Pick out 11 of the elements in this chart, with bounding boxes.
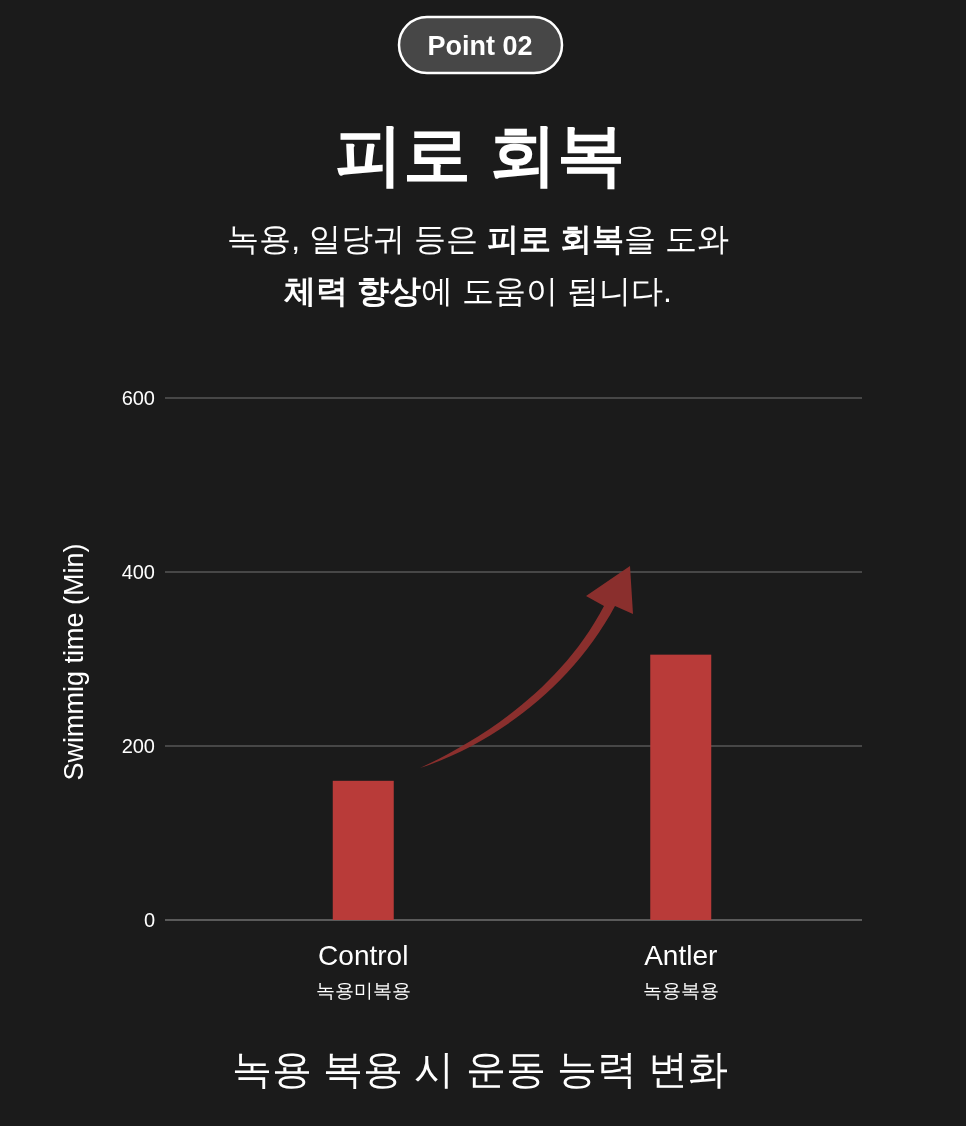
y-tick-label: 600 [121, 387, 155, 409]
text: 녹용 복용 시 운동 능력 변화 [232, 1047, 728, 1091]
y-axis-title: Swimmig time (Min) [59, 543, 89, 781]
text: 녹용, 일당귀 등은 피로 회복을 도와 체력 향상에 도움이 됩니다. [227, 221, 729, 309]
x-tick-label: Antler 녹용복용 [642, 940, 719, 1001]
y-tick-label: 200 [121, 735, 155, 757]
badge: Point 02 [397, 15, 564, 75]
x-tick-label: Control 녹용미복용 [315, 940, 411, 1001]
chart-title: 피로 회복 [334, 116, 626, 192]
y-tick-label: 400 [121, 561, 155, 583]
y-tick-label: 0 [143, 909, 155, 931]
